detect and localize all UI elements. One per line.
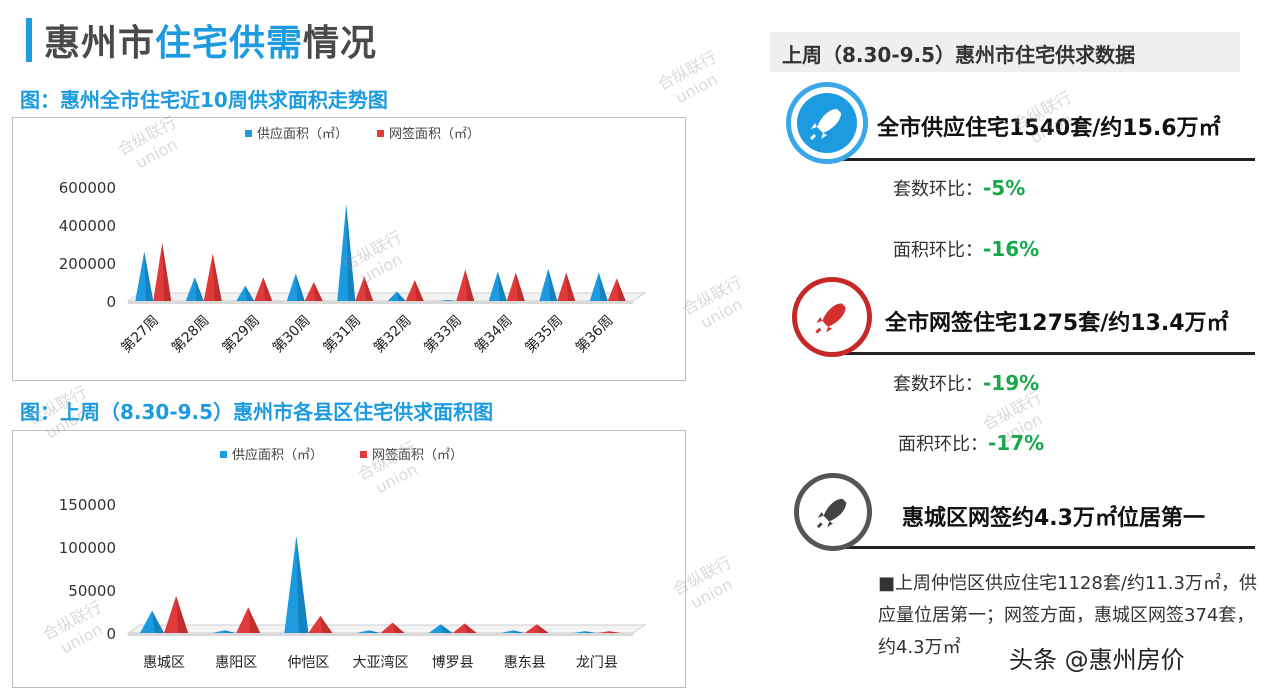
bar-shade [263,277,273,301]
rocket-icon [786,82,868,164]
x-tick-label: 博罗县 [432,654,474,671]
bar-shade [224,630,237,633]
y-tick-label: 600000 [59,179,116,197]
stat-label: 套数环比： [893,179,983,200]
x-tick-label: 第31周 [320,312,364,356]
x-tick-label: 大亚湾区 [353,654,409,671]
bar-shade [245,285,255,301]
bar-shade [497,271,507,301]
stat-value: -5% [983,176,1026,200]
bar-shade [608,631,621,633]
chart2-container: 供应面积（㎡） 网签面积（㎡） 150000 100000 50000 0 惠城区 惠阳区 仲恺… [12,430,686,688]
stat-value: -16% [983,237,1040,261]
bar-shade [364,276,374,301]
stat-label: 套数环比： [893,374,983,395]
watermark: 合纵联行 union [1009,87,1084,152]
block1-underline [840,158,1255,161]
bar-shade [465,269,475,301]
x-tick-label: 第33周 [421,312,465,356]
block1-stat2: 面积环比：-16% [893,236,1039,262]
chart-floor-edge [128,301,633,304]
y-tick-label: 400000 [59,217,116,235]
bar-shade [346,204,356,301]
x-tick-label: 第32周 [370,312,414,356]
x-tick-label: 惠东县 [504,655,546,671]
x-tick-label: 第36周 [572,312,616,356]
chart2-title: 图：上周（8.30-9.5）惠州市各县区住宅供求面积图 [20,400,494,424]
block2-main: 全市网签住宅1275套/约13.4万㎡ [885,311,1229,336]
bar-shade [447,300,457,301]
bar-shade [194,277,204,301]
stat-label: 面积环比： [893,240,983,261]
bar-shade [368,630,381,633]
bar-shade [598,272,608,301]
block2-underline [840,352,1255,355]
block3-underline [840,546,1255,549]
x-tick-label: 第29周 [219,312,263,356]
y-tick-label: 0 [106,293,116,311]
title-accent-bar [26,18,32,62]
chart2-svg: 供应面积（㎡） 网签面积（㎡） 150000 100000 50000 0 惠城区 惠阳区 仲恺… [59,447,647,671]
bar-shade [515,272,525,301]
block1-main: 全市供应住宅1540套/约15.6万㎡ [877,116,1221,141]
legend-swatch [377,130,384,137]
y-tick-label: 0 [106,625,116,643]
chart1-container: 供应面积（㎡） 网签面积（㎡） 600000 400000 200000 0 第27周 第28… [12,117,686,381]
right-header-text: 上周（8.30-9.5）惠州市住宅供求数据 [782,43,1136,67]
rocket-icon [794,473,872,551]
bar-shade [248,607,261,633]
watermark: 合纵联行 union [654,47,729,112]
block2-stat2: 面积环比：-17% [898,430,1044,456]
stat-label: 面积环比： [898,434,988,455]
x-tick-label: 第30周 [269,312,313,356]
chart1-title: 图：惠州全市住宅近10周供求面积走势图 [20,88,388,112]
page-title: 惠州市住宅供需情况 [44,14,377,66]
x-tick-label: 仲恺区 [287,655,329,671]
right-header: 上周（8.30-9.5）惠州市住宅供求数据 [770,32,1240,72]
stat-value: -19% [983,371,1040,395]
x-tick-label: 龙门县 [576,655,618,671]
legend-label: 网签面积（㎡） [389,126,480,142]
x-tick-label: 惠城区 [143,655,185,671]
legend-label: 供应面积（㎡） [257,126,348,142]
x-tick-label: 第35周 [522,312,566,356]
rocket-icon [792,277,872,357]
x-tick-label: 第28周 [168,312,212,356]
bar-shade [320,615,333,633]
summary-note: ■上周仲恺区供应住宅1128套/约11.3万㎡，供应量位居第一；网签方面，惠城区… [878,573,1257,658]
legend-swatch [220,451,227,458]
y-tick-label: 50000 [68,582,116,600]
block2-stat1: 套数环比：-19% [893,370,1039,396]
bar-shade [313,282,323,301]
y-tick-label: 150000 [59,496,116,514]
bar-shade [566,272,576,301]
y-tick-label: 100000 [59,539,116,557]
page-title-part: 情况 [303,23,378,64]
block3-main: 惠城区网签约4.3万㎡位居第一 [902,506,1205,531]
bar-shade [584,631,597,633]
bar-shade [212,253,222,301]
legend-label: 供应面积（㎡） [232,447,323,463]
bar-shade [176,596,189,633]
chart-floor-edge [128,633,633,636]
x-tick-label: 惠阳区 [215,655,257,671]
legend-swatch [360,451,367,458]
page-title-highlight: 住宅供需 [155,23,304,64]
footer-source: 头条 @惠州房价 [1005,640,1189,675]
stat-value: -17% [988,431,1045,455]
bar-shade [162,243,172,301]
y-tick-label: 200000 [59,255,116,273]
x-tick-label: 第34周 [471,312,515,356]
x-tick-label: 第27周 [118,312,162,356]
block1-stat1: 套数环比：-5% [893,175,1025,201]
legend-label: 网签面积（㎡） [372,447,463,463]
bar-shade [396,291,406,301]
legend-swatch [245,130,252,137]
page-title-part: 惠州市 [44,23,156,64]
bar-shade [464,623,477,633]
bar-shade [512,630,525,633]
watermark: 合纵联行 union [679,272,754,337]
